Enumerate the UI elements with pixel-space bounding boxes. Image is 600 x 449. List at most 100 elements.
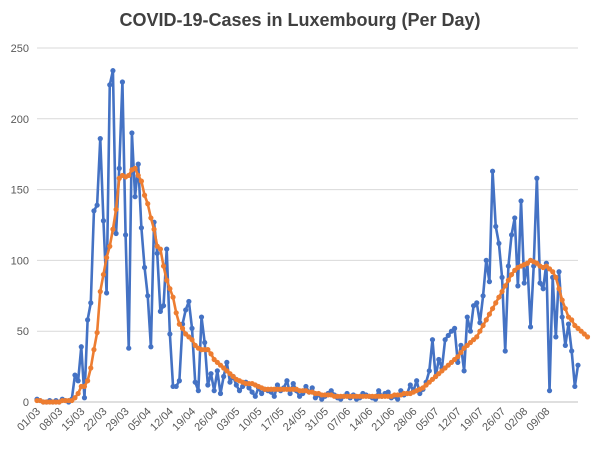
data-point	[72, 372, 78, 378]
data-point	[480, 293, 486, 299]
data-point	[259, 390, 265, 397]
data-point	[119, 79, 126, 85]
data-point	[486, 311, 493, 317]
data-point	[499, 288, 505, 295]
x-tick-label: 09/08	[525, 406, 553, 434]
data-point	[480, 322, 486, 329]
data-point	[493, 223, 499, 230]
data-point	[508, 271, 515, 278]
data-point	[132, 165, 138, 171]
data-point	[236, 388, 243, 394]
data-point	[496, 240, 502, 247]
data-point	[534, 175, 540, 181]
data-point	[455, 354, 461, 360]
data-point	[91, 208, 97, 214]
data-point	[445, 332, 451, 339]
data-point	[91, 347, 97, 353]
data-point	[113, 206, 119, 213]
x-tick-label: 17/05	[259, 406, 287, 434]
series-layer	[34, 68, 591, 405]
data-point	[126, 172, 132, 179]
data-point	[553, 334, 559, 340]
data-point	[562, 305, 568, 312]
data-point	[141, 264, 148, 271]
data-point	[85, 317, 91, 323]
data-point	[129, 130, 135, 136]
data-point	[429, 337, 436, 343]
y-tick-label: 0	[23, 397, 29, 409]
data-point	[75, 390, 81, 397]
data-point	[126, 345, 132, 351]
data-point	[145, 201, 151, 207]
x-tick-label: 08/03	[37, 406, 65, 434]
x-tick-label: 31/05	[303, 406, 331, 434]
data-point	[113, 230, 119, 237]
x-tick-label: 03/05	[214, 406, 242, 434]
data-point	[284, 378, 290, 384]
data-point	[290, 380, 296, 387]
x-tick-label: 10/05	[237, 406, 265, 434]
data-point	[148, 215, 154, 221]
data-point	[249, 389, 255, 395]
data-point	[107, 82, 113, 88]
data-point	[550, 269, 556, 275]
data-point	[575, 362, 581, 368]
data-point	[569, 348, 575, 354]
data-point	[569, 317, 575, 323]
data-point	[94, 202, 100, 208]
data-point	[85, 378, 91, 384]
data-point	[214, 368, 220, 374]
data-point	[559, 297, 565, 303]
data-point	[75, 378, 81, 384]
y-tick-label: 150	[11, 185, 29, 197]
data-point	[376, 388, 382, 394]
data-point	[521, 280, 527, 286]
data-point	[217, 390, 224, 397]
y-tick-label: 100	[11, 255, 29, 267]
data-point	[72, 395, 78, 401]
data-point	[496, 294, 502, 300]
data-point	[135, 172, 141, 179]
data-point	[515, 283, 521, 289]
data-point	[167, 331, 173, 337]
data-point	[483, 317, 489, 323]
data-point	[407, 382, 413, 388]
data-point	[192, 379, 198, 385]
data-point	[164, 246, 170, 252]
data-point	[138, 225, 145, 231]
data-point	[173, 383, 179, 390]
data-point	[78, 344, 84, 350]
data-point	[486, 279, 493, 285]
data-point	[122, 232, 129, 238]
data-point	[189, 325, 195, 331]
data-point	[186, 298, 192, 305]
x-tick-label: 14/06	[347, 406, 375, 434]
data-point	[477, 328, 483, 334]
data-point	[160, 263, 167, 269]
data-point	[164, 277, 170, 283]
data-point	[274, 382, 281, 388]
data-point	[100, 218, 107, 224]
data-point	[565, 321, 572, 327]
data-point	[328, 388, 334, 394]
data-point	[157, 308, 163, 314]
data-point	[414, 378, 420, 384]
series-markers-2	[34, 165, 591, 405]
data-point	[88, 300, 94, 306]
data-point	[81, 395, 88, 401]
data-point	[452, 325, 458, 331]
data-point	[489, 305, 496, 312]
data-point	[467, 328, 474, 334]
y-tick-label: 200	[11, 114, 29, 126]
data-point	[211, 388, 217, 394]
data-point	[100, 271, 107, 278]
data-point	[132, 194, 138, 200]
data-point	[461, 368, 467, 374]
data-point	[556, 286, 562, 292]
data-point	[205, 382, 211, 388]
data-point	[88, 365, 94, 371]
data-point	[141, 192, 148, 198]
data-point	[116, 165, 122, 171]
